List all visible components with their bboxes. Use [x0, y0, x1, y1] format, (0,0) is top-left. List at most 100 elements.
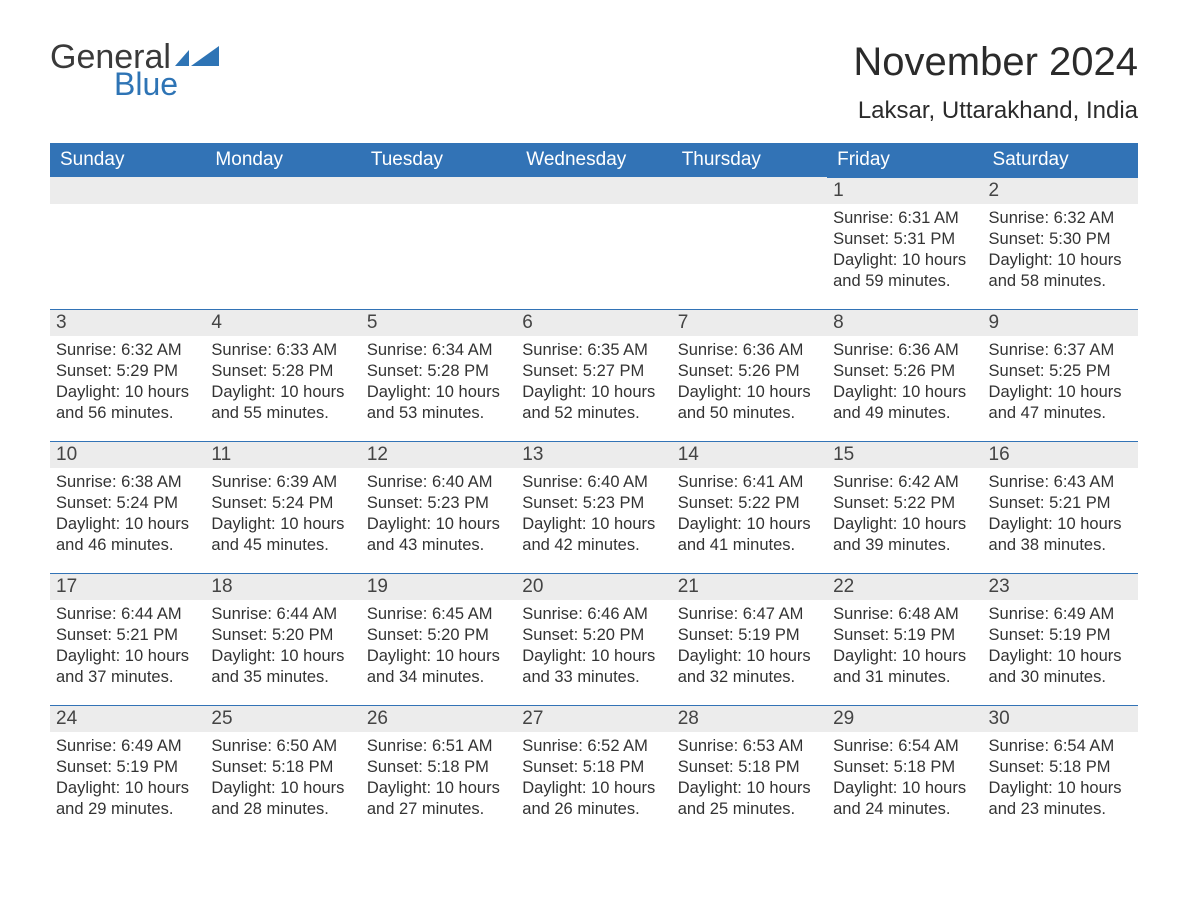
day-details: Sunrise: 6:54 AMSunset: 5:18 PMDaylight:… — [983, 732, 1138, 826]
day-details: Sunrise: 6:36 AMSunset: 5:26 PMDaylight:… — [672, 336, 827, 430]
calendar-day-cell: 7Sunrise: 6:36 AMSunset: 5:26 PMDaylight… — [672, 309, 827, 441]
calendar-day-cell: 3Sunrise: 6:32 AMSunset: 5:29 PMDaylight… — [50, 309, 205, 441]
calendar-day-cell: 23Sunrise: 6:49 AMSunset: 5:19 PMDayligh… — [983, 573, 1138, 705]
day-number: 14 — [672, 442, 827, 468]
weekday-header: Saturday — [983, 143, 1138, 177]
weekday-header-row: SundayMondayTuesdayWednesdayThursdayFrid… — [50, 143, 1138, 177]
calendar-week-row: 3Sunrise: 6:32 AMSunset: 5:29 PMDaylight… — [50, 309, 1138, 441]
calendar-day-cell: 26Sunrise: 6:51 AMSunset: 5:18 PMDayligh… — [361, 705, 516, 837]
day-number: 20 — [516, 574, 671, 600]
calendar-day-cell: 21Sunrise: 6:47 AMSunset: 5:19 PMDayligh… — [672, 573, 827, 705]
calendar-day-cell: 18Sunrise: 6:44 AMSunset: 5:20 PMDayligh… — [205, 573, 360, 705]
day-details: Sunrise: 6:32 AMSunset: 5:30 PMDaylight:… — [983, 204, 1138, 298]
calendar-week-row: 24Sunrise: 6:49 AMSunset: 5:19 PMDayligh… — [50, 705, 1138, 837]
day-details: Sunrise: 6:40 AMSunset: 5:23 PMDaylight:… — [361, 468, 516, 562]
calendar-day-cell: 19Sunrise: 6:45 AMSunset: 5:20 PMDayligh… — [361, 573, 516, 705]
weekday-header: Sunday — [50, 143, 205, 177]
day-details: Sunrise: 6:44 AMSunset: 5:20 PMDaylight:… — [205, 600, 360, 694]
calendar-empty-cell: . — [205, 177, 360, 309]
calendar-day-cell: 13Sunrise: 6:40 AMSunset: 5:23 PMDayligh… — [516, 441, 671, 573]
calendar-day-cell: 10Sunrise: 6:38 AMSunset: 5:24 PMDayligh… — [50, 441, 205, 573]
day-details: Sunrise: 6:40 AMSunset: 5:23 PMDaylight:… — [516, 468, 671, 562]
day-details: Sunrise: 6:50 AMSunset: 5:18 PMDaylight:… — [205, 732, 360, 826]
day-details: Sunrise: 6:31 AMSunset: 5:31 PMDaylight:… — [827, 204, 982, 298]
day-details: Sunrise: 6:41 AMSunset: 5:22 PMDaylight:… — [672, 468, 827, 562]
calendar-day-cell: 15Sunrise: 6:42 AMSunset: 5:22 PMDayligh… — [827, 441, 982, 573]
day-number: 6 — [516, 310, 671, 336]
calendar-day-cell: 8Sunrise: 6:36 AMSunset: 5:26 PMDaylight… — [827, 309, 982, 441]
location-text: Laksar, Uttarakhand, India — [853, 97, 1138, 125]
day-number: 26 — [361, 706, 516, 732]
day-number: 3 — [50, 310, 205, 336]
day-details: Sunrise: 6:43 AMSunset: 5:21 PMDaylight:… — [983, 468, 1138, 562]
day-number: 10 — [50, 442, 205, 468]
calendar-day-cell: 14Sunrise: 6:41 AMSunset: 5:22 PMDayligh… — [672, 441, 827, 573]
day-number: 9 — [983, 310, 1138, 336]
day-number: 28 — [672, 706, 827, 732]
day-details: Sunrise: 6:49 AMSunset: 5:19 PMDaylight:… — [983, 600, 1138, 694]
title-block: November 2024 Laksar, Uttarakhand, India — [853, 40, 1138, 125]
day-number: 23 — [983, 574, 1138, 600]
weekday-header: Tuesday — [361, 143, 516, 177]
day-number: 15 — [827, 442, 982, 468]
day-details: Sunrise: 6:47 AMSunset: 5:19 PMDaylight:… — [672, 600, 827, 694]
day-number: 25 — [205, 706, 360, 732]
calendar-day-cell: 1Sunrise: 6:31 AMSunset: 5:31 PMDaylight… — [827, 177, 982, 309]
day-number: 22 — [827, 574, 982, 600]
calendar-body: .....1Sunrise: 6:31 AMSunset: 5:31 PMDay… — [50, 177, 1138, 837]
day-details: Sunrise: 6:46 AMSunset: 5:20 PMDaylight:… — [516, 600, 671, 694]
day-details — [516, 204, 671, 214]
day-number: 12 — [361, 442, 516, 468]
day-number: 2 — [983, 178, 1138, 204]
calendar-day-cell: 24Sunrise: 6:49 AMSunset: 5:19 PMDayligh… — [50, 705, 205, 837]
calendar-table: SundayMondayTuesdayWednesdayThursdayFrid… — [50, 143, 1138, 837]
day-details: Sunrise: 6:33 AMSunset: 5:28 PMDaylight:… — [205, 336, 360, 430]
day-details: Sunrise: 6:36 AMSunset: 5:26 PMDaylight:… — [827, 336, 982, 430]
day-details: Sunrise: 6:39 AMSunset: 5:24 PMDaylight:… — [205, 468, 360, 562]
calendar-empty-cell: . — [516, 177, 671, 309]
calendar-day-cell: 25Sunrise: 6:50 AMSunset: 5:18 PMDayligh… — [205, 705, 360, 837]
day-number: 27 — [516, 706, 671, 732]
brand-part2: Blue — [114, 68, 219, 100]
day-number: 4 — [205, 310, 360, 336]
calendar-day-cell: 9Sunrise: 6:37 AMSunset: 5:25 PMDaylight… — [983, 309, 1138, 441]
day-number: 24 — [50, 706, 205, 732]
day-number: 17 — [50, 574, 205, 600]
day-number: 13 — [516, 442, 671, 468]
day-details: Sunrise: 6:49 AMSunset: 5:19 PMDaylight:… — [50, 732, 205, 826]
day-number: 19 — [361, 574, 516, 600]
calendar-day-cell: 29Sunrise: 6:54 AMSunset: 5:18 PMDayligh… — [827, 705, 982, 837]
calendar-day-cell: 4Sunrise: 6:33 AMSunset: 5:28 PMDaylight… — [205, 309, 360, 441]
calendar-day-cell: 20Sunrise: 6:46 AMSunset: 5:20 PMDayligh… — [516, 573, 671, 705]
day-details: Sunrise: 6:32 AMSunset: 5:29 PMDaylight:… — [50, 336, 205, 430]
calendar-empty-cell: . — [672, 177, 827, 309]
calendar-day-cell: 12Sunrise: 6:40 AMSunset: 5:23 PMDayligh… — [361, 441, 516, 573]
calendar-day-cell: 27Sunrise: 6:52 AMSunset: 5:18 PMDayligh… — [516, 705, 671, 837]
day-details — [205, 204, 360, 214]
day-number: 8 — [827, 310, 982, 336]
day-number: 5 — [361, 310, 516, 336]
day-number: 18 — [205, 574, 360, 600]
weekday-header: Wednesday — [516, 143, 671, 177]
calendar-day-cell: 5Sunrise: 6:34 AMSunset: 5:28 PMDaylight… — [361, 309, 516, 441]
day-details: Sunrise: 6:51 AMSunset: 5:18 PMDaylight:… — [361, 732, 516, 826]
day-details: Sunrise: 6:37 AMSunset: 5:25 PMDaylight:… — [983, 336, 1138, 430]
brand-logo: General Blue — [50, 40, 219, 100]
weekday-header: Friday — [827, 143, 982, 177]
calendar-week-row: .....1Sunrise: 6:31 AMSunset: 5:31 PMDay… — [50, 177, 1138, 309]
day-details — [672, 204, 827, 214]
day-number: 30 — [983, 706, 1138, 732]
day-number: 29 — [827, 706, 982, 732]
day-details: Sunrise: 6:35 AMSunset: 5:27 PMDaylight:… — [516, 336, 671, 430]
calendar-empty-cell: . — [361, 177, 516, 309]
calendar-day-cell: 30Sunrise: 6:54 AMSunset: 5:18 PMDayligh… — [983, 705, 1138, 837]
day-details: Sunrise: 6:44 AMSunset: 5:21 PMDaylight:… — [50, 600, 205, 694]
day-number: 11 — [205, 442, 360, 468]
day-details: Sunrise: 6:53 AMSunset: 5:18 PMDaylight:… — [672, 732, 827, 826]
day-details: Sunrise: 6:52 AMSunset: 5:18 PMDaylight:… — [516, 732, 671, 826]
day-details — [361, 204, 516, 214]
calendar-day-cell: 2Sunrise: 6:32 AMSunset: 5:30 PMDaylight… — [983, 177, 1138, 309]
weekday-header: Thursday — [672, 143, 827, 177]
day-number: 1 — [827, 178, 982, 204]
calendar-day-cell: 17Sunrise: 6:44 AMSunset: 5:21 PMDayligh… — [50, 573, 205, 705]
